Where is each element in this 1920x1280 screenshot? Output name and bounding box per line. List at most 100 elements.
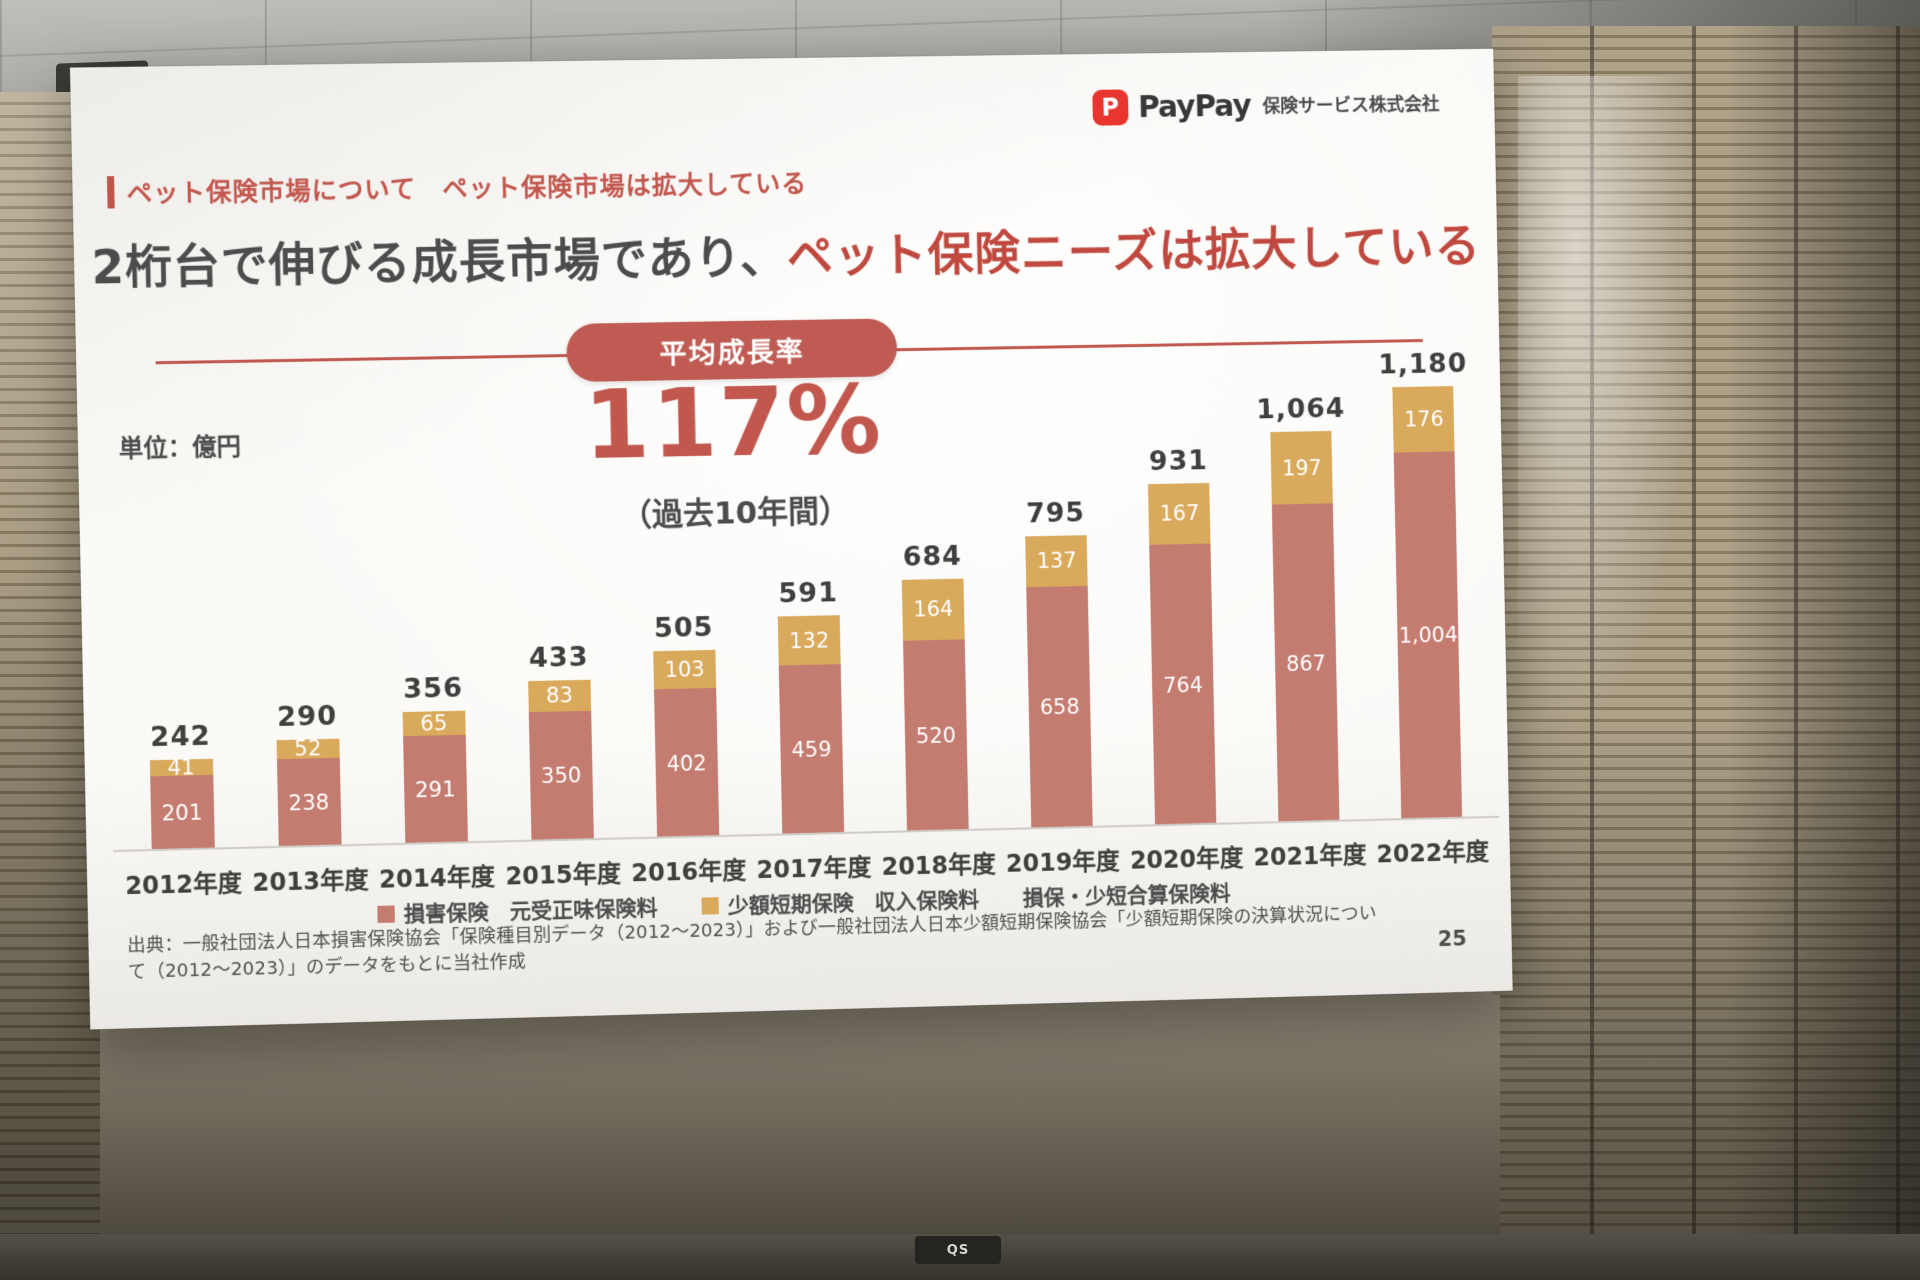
page-number: 25: [1437, 926, 1467, 952]
stacked-bar: 65 291: [402, 710, 468, 845]
x-axis-label: 2017年度: [756, 853, 872, 885]
kicker-accent-bar: [106, 176, 115, 209]
bar-segment-value: 402: [666, 750, 707, 776]
bar-group: 356 65 291 2014年度: [370, 672, 500, 894]
bar-segment-value: 103: [664, 657, 705, 683]
equipment-label: QS: [915, 1236, 1001, 1264]
bar-segment-loss-insurance: 658: [1026, 585, 1093, 830]
stacked-bar: 132 459: [777, 615, 845, 836]
bar-segment-small-short-insurance: 52: [276, 736, 340, 761]
bar-segment-value: 137: [1036, 548, 1077, 574]
bar-total-label: 356: [402, 672, 464, 706]
bar-segment-small-short-insurance: 41: [149, 755, 213, 780]
x-axis-label: 2012年度: [124, 869, 243, 901]
page-title: 2桁台で伸びる成長市場であり、ペット保険ニーズは拡大している: [73, 209, 1497, 298]
bar-segment-loss-insurance: 520: [903, 639, 969, 833]
bar-segment-small-short-insurance: 137: [1025, 534, 1088, 587]
bar-total-label: 290: [276, 700, 338, 733]
stacked-bar: 103 402: [653, 650, 720, 839]
bar-segment-value: 167: [1159, 501, 1200, 527]
x-axis-label: 2022年度: [1376, 837, 1490, 869]
page-title-accent: ペット保険ニーズは拡大している: [786, 218, 1482, 284]
bar-group: 1,180 176 1,004 2022年度: [1361, 348, 1493, 869]
bar-segment-loss-insurance: 1,004: [1394, 450, 1463, 821]
bar-group: 931 167 764 2020年度: [1116, 444, 1247, 875]
bar-segment-value: 201: [161, 800, 203, 826]
bar-segment-value: 459: [791, 737, 832, 763]
projection-screen: P PayPay 保険サービス株式会社 ペット保険市場について ペット保険市場は…: [69, 48, 1513, 1030]
x-axis-label: 2018年度: [881, 850, 997, 881]
bar-total-label: 1,180: [1378, 348, 1468, 381]
stacked-bar: 167 764: [1148, 482, 1217, 827]
stacked-bar: 41 201: [149, 755, 215, 852]
legend-swatch-coral: [377, 904, 395, 923]
bar-segment-value: 520: [915, 723, 957, 749]
page-title-plain: 2桁台で伸びる成長市場であり、: [90, 229, 788, 295]
stacked-bar: 176 1,004: [1392, 386, 1463, 821]
bar-segment-small-short-insurance: 197: [1270, 431, 1334, 505]
bar-group: 505 103 402 2016年度: [621, 611, 751, 887]
bar-segment-value: 176: [1404, 406, 1444, 432]
bar-group: 290 52 238 2013年度: [243, 699, 373, 897]
bar-segment-value: 764: [1163, 672, 1204, 698]
bar-total-label: 433: [528, 641, 589, 674]
bars-row: 242 41 201 2012年度 290 52 238 2013年度 356 65 291 2014…: [103, 348, 1499, 901]
stacked-bar: 83 350: [527, 679, 594, 842]
x-axis-label: 2019年度: [1005, 847, 1121, 878]
x-axis-label: 2015年度: [505, 859, 622, 891]
bar-segment-value: 238: [288, 790, 330, 816]
bar-segment-loss-insurance: 459: [778, 664, 845, 836]
paypay-logo: P PayPay 保険サービス株式会社: [1092, 85, 1440, 126]
bar-segment-value: 867: [1286, 650, 1327, 676]
bar-group: 242 41 201 2012年度: [116, 720, 246, 900]
bar-segment-small-short-insurance: 83: [527, 679, 591, 712]
bar-group: 591 132 459 2017年度: [745, 577, 875, 885]
bar-segment-small-short-insurance: 103: [653, 650, 717, 690]
x-axis-label: 2020年度: [1129, 843, 1244, 875]
bar-chart: 242 41 201 2012年度 290 52 238 2013年度 356 65 291 2014…: [103, 348, 1500, 901]
bar-group: 684 164 520 2018年度: [870, 540, 1001, 881]
paypay-logo-suffix: 保険サービス株式会社: [1262, 94, 1440, 118]
bar-segment-loss-insurance: 291: [402, 735, 468, 845]
bar-segment-value: 164: [913, 597, 954, 622]
bar-total-label: 795: [1025, 497, 1086, 530]
bar-segment-loss-insurance: 350: [528, 710, 594, 842]
x-axis-label: 2016年度: [630, 856, 747, 888]
bar-segment-value: 1,004: [1398, 622, 1459, 649]
stacked-bar: 164 520: [901, 578, 969, 833]
bar-segment-loss-insurance: 867: [1272, 503, 1340, 824]
bar-segment-small-short-insurance: 65: [402, 710, 466, 737]
paypay-logo-brand: PayPay: [1137, 88, 1252, 125]
stacked-bar: 52 238: [276, 736, 342, 848]
bar-group: 1,064 197 867 2021年度: [1239, 393, 1371, 871]
bar-total-label: 505: [653, 612, 714, 645]
equipment-label-text: QS: [946, 1242, 970, 1258]
bar-total-label: 242: [149, 720, 211, 754]
slide-kicker: ペット保険市場について ペット保険市場は拡大している: [106, 164, 808, 211]
wall-below-screen: [100, 995, 1500, 1280]
legend-swatch-gold: [701, 896, 719, 915]
stacked-bar: 137 658: [1025, 534, 1093, 830]
bar-group: 433 83 350 2015年度: [495, 641, 625, 890]
bar-segment-value: 83: [545, 683, 574, 708]
bar-segment-value: 197: [1281, 455, 1322, 481]
bar-total-label: 684: [902, 540, 963, 573]
bar-total-label: 931: [1148, 444, 1209, 477]
bar-segment-small-short-insurance: 132: [777, 615, 841, 666]
window-blinds-right: [1492, 26, 1920, 1280]
bar-segment-value: 658: [1039, 694, 1080, 720]
bar-segment-loss-insurance: 402: [653, 688, 720, 839]
bar-segment-value: 65: [420, 711, 448, 737]
stacked-bar: 197 867: [1270, 431, 1340, 824]
bar-segment-value: 291: [414, 777, 456, 803]
paypay-logo-icon: P: [1092, 89, 1129, 126]
bar-segment-loss-insurance: 238: [276, 757, 342, 848]
bar-segment-small-short-insurance: 167: [1148, 482, 1211, 546]
kicker-text: ペット保険市場について ペット保険市場は拡大している: [126, 168, 808, 209]
bar-segment-loss-insurance: 764: [1149, 543, 1217, 827]
bar-total-label: 591: [778, 577, 839, 610]
bar-segment-value: 132: [788, 628, 830, 654]
bar-total-label: 1,064: [1255, 393, 1346, 426]
bar-segment-loss-insurance: 201: [149, 774, 215, 852]
x-axis-label: 2021年度: [1253, 840, 1367, 872]
